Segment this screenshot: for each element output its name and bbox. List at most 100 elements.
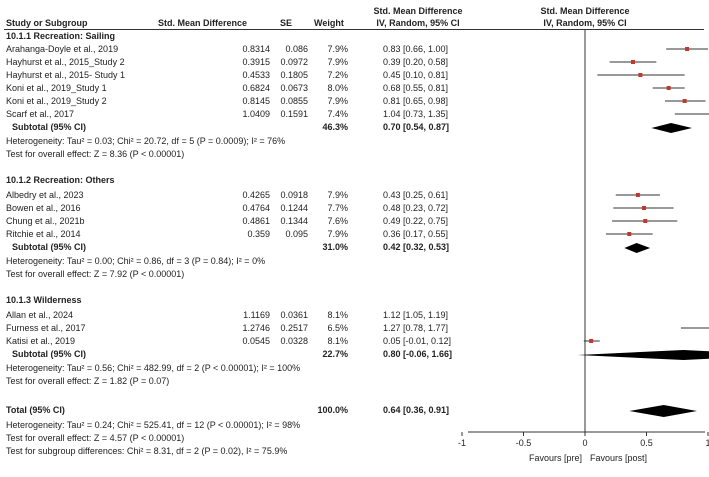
study-weight: 6.5% xyxy=(327,323,348,333)
total-diamond xyxy=(629,405,697,417)
subtotal-diamond xyxy=(651,123,693,133)
total-ci: 0.64 [0.36, 0.91] xyxy=(383,405,450,415)
study-weight: 7.6% xyxy=(327,216,348,226)
study-name: Arahanga-Doyle et al., 2019 xyxy=(6,44,119,54)
header-rule xyxy=(4,29,704,30)
study-point xyxy=(685,47,690,51)
study-name: Scarf et al., 2017 xyxy=(6,109,75,119)
study-weight: 7.9% xyxy=(327,57,348,67)
subtotal-label: Subtotal (95% CI) xyxy=(12,122,87,132)
x-axis-tick-label: 0 xyxy=(582,438,588,448)
study-ci: 0.43 [0.25, 0.61] xyxy=(383,190,449,200)
study-smd: 0.4861 xyxy=(242,216,270,226)
study-ci: 0.81 [0.65, 0.98] xyxy=(383,96,449,106)
study-point xyxy=(682,99,687,103)
study-se: 0.1244 xyxy=(280,203,308,213)
study-se: 0.2517 xyxy=(280,323,308,333)
study-smd: 0.3915 xyxy=(242,57,270,67)
study-point xyxy=(635,193,640,197)
total-heterogeneity-text: Heterogeneity: Tau² = 0.24; Chi² = 525.4… xyxy=(6,420,301,430)
subtotal-label: Subtotal (95% CI) xyxy=(12,349,87,359)
subtotal-ci: 0.42 [0.32, 0.53] xyxy=(383,242,450,252)
study-smd: 0.4533 xyxy=(242,70,270,80)
x-axis-tick-label: 0.5 xyxy=(640,438,653,448)
header-study: Study or Subgroup xyxy=(6,18,88,28)
study-smd: 0.6824 xyxy=(242,83,270,93)
study-ci: 0.83 [0.66, 1.00] xyxy=(383,44,449,54)
study-name: Furness et al., 2017 xyxy=(6,323,86,333)
study-ci: 0.05 [-0.01, 0.12] xyxy=(383,336,452,346)
study-name: Hayhurst et al., 2015- Study 1 xyxy=(6,70,126,80)
study-ci: 1.04 [0.73, 1.35] xyxy=(383,109,449,119)
study-smd: 1.2746 xyxy=(242,323,270,333)
header-effect-line2: IV, Random, 95% CI xyxy=(376,18,460,28)
subtotal-label: Subtotal (95% CI) xyxy=(12,242,87,252)
study-se: 0.1344 xyxy=(280,216,308,226)
study-se: 0.0918 xyxy=(280,190,308,200)
study-point xyxy=(630,60,635,64)
subgroup-differences-text: Test for subgroup differences: Chi² = 8.… xyxy=(6,446,288,456)
study-smd: 0.359 xyxy=(247,229,270,239)
plot-header-line2: IV, Random, 95% CI xyxy=(543,18,627,28)
study-smd: 0.4265 xyxy=(242,190,270,200)
x-axis-tick-label: -0.5 xyxy=(515,438,532,448)
header-se: SE xyxy=(280,18,293,28)
study-weight: 7.4% xyxy=(327,109,348,119)
study-weight: 7.2% xyxy=(327,70,348,80)
x-axis-tick-label: 1 xyxy=(705,438,709,448)
study-ci: 0.45 [0.10, 0.81] xyxy=(383,70,449,80)
study-name: Koni et al., 2019_Study 2 xyxy=(6,96,107,106)
study-smd: 0.8314 xyxy=(242,44,270,54)
group-title: 10.1.1 Recreation: Sailing xyxy=(6,31,116,41)
overall-effect-text: Test for overall effect: Z = 7.92 (P < 0… xyxy=(6,269,185,279)
study-weight: 7.9% xyxy=(327,96,348,106)
heterogeneity-text: Heterogeneity: Tau² = 0.03; Chi² = 20.72… xyxy=(6,136,286,146)
study-weight: 7.9% xyxy=(327,229,348,239)
study-ci: 0.68 [0.55, 0.81] xyxy=(383,83,449,93)
study-name: Ritchie et al., 2014 xyxy=(6,229,81,239)
study-name: Albedry et al., 2023 xyxy=(6,190,84,200)
study-name: Allan et al., 2024 xyxy=(6,310,74,320)
study-ci: 1.27 [0.78, 1.77] xyxy=(383,323,449,333)
favours-left-label: Favours [pre] xyxy=(528,453,582,463)
study-weight: 8.1% xyxy=(327,336,348,346)
study-se: 0.086 xyxy=(285,44,308,54)
study-smd: 0.4764 xyxy=(242,203,270,213)
subtotal-diamond xyxy=(624,243,651,253)
study-smd: 1.0409 xyxy=(242,109,270,119)
study-weight: 7.7% xyxy=(327,203,348,213)
heterogeneity-text: Heterogeneity: Tau² = 0.00; Chi² = 0.86,… xyxy=(6,256,266,266)
study-point xyxy=(643,219,648,223)
study-weight: 7.9% xyxy=(327,190,348,200)
study-ci: 0.36 [0.17, 0.55] xyxy=(383,229,449,239)
study-name: Katisi et al., 2019 xyxy=(6,336,76,346)
study-weight: 7.9% xyxy=(327,44,348,54)
study-name: Hayhurst et al., 2015_Study 2 xyxy=(6,57,125,67)
header-weight: Weight xyxy=(314,18,344,28)
group-title: 10.1.2 Recreation: Others xyxy=(6,175,115,185)
subtotal-ci: 0.80 [-0.06, 1.66] xyxy=(383,349,453,359)
study-point xyxy=(589,339,594,343)
study-smd: 0.8145 xyxy=(242,96,270,106)
heterogeneity-text: Heterogeneity: Tau² = 0.56; Chi² = 482.9… xyxy=(6,363,301,373)
study-ci: 1.12 [1.05, 1.19] xyxy=(383,310,449,320)
study-weight: 8.1% xyxy=(327,310,348,320)
study-ci: 0.39 [0.20, 0.58] xyxy=(383,57,449,67)
study-name: Koni et al., 2019_Study 1 xyxy=(6,83,107,93)
study-point xyxy=(666,86,671,90)
study-smd: 0.0545 xyxy=(242,336,270,346)
total-overall-effect-text: Test for overall effect: Z = 4.57 (P < 0… xyxy=(6,433,185,443)
study-name: Chung et al., 2021b xyxy=(6,216,85,226)
study-name: Bowen et al., 2016 xyxy=(6,203,81,213)
study-point xyxy=(642,206,647,210)
subtotal-weight: 22.7% xyxy=(322,349,348,359)
study-se: 0.095 xyxy=(285,229,308,239)
study-ci: 0.48 [0.23, 0.72] xyxy=(383,203,449,213)
group-title: 10.1.3 Wilderness xyxy=(6,295,82,305)
overall-effect-text: Test for overall effect: Z = 8.36 (P < 0… xyxy=(6,149,185,159)
subtotal-weight: 31.0% xyxy=(322,242,348,252)
study-point xyxy=(627,232,632,236)
study-se: 0.0855 xyxy=(280,96,308,106)
study-point xyxy=(638,73,643,77)
